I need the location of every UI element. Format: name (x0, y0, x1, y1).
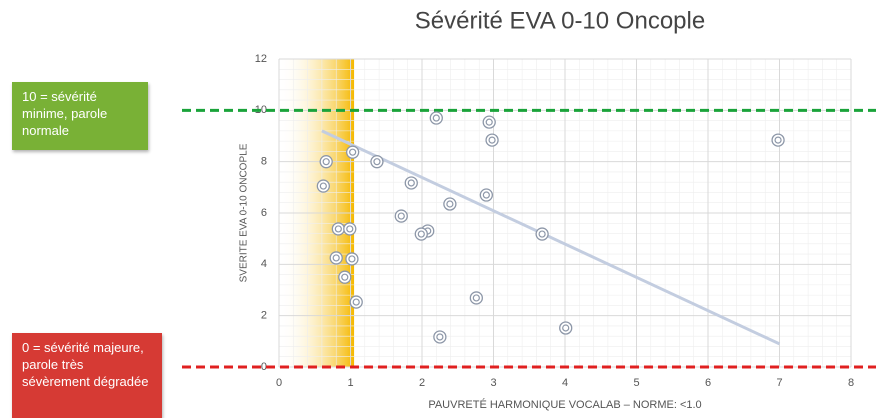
point (469, 291, 483, 305)
y-tick-label: 4 (261, 258, 267, 270)
point-inner (397, 212, 405, 220)
point (345, 145, 360, 159)
point (485, 133, 499, 147)
point (443, 197, 457, 211)
point (316, 179, 330, 193)
x-tick-label: 7 (776, 377, 782, 389)
point-outer (343, 222, 357, 236)
point-outer (316, 179, 330, 193)
point (319, 155, 333, 169)
y-tick-label: 8 (261, 156, 267, 168)
point (394, 209, 408, 223)
point (771, 133, 785, 147)
annotation-box: 10 = sévérité minime, parole normale (12, 82, 148, 150)
point-outer (394, 209, 408, 223)
point-inner (482, 191, 490, 199)
point-outer (414, 227, 428, 241)
point-inner (334, 225, 342, 233)
point-inner (538, 230, 546, 238)
point-inner (417, 230, 425, 238)
point-inner (436, 333, 444, 341)
point-inner (341, 273, 349, 281)
point-outer (433, 330, 447, 344)
point-inner (349, 148, 357, 156)
point (329, 251, 343, 265)
x-tick-label: 3 (490, 377, 496, 389)
point-inner (446, 200, 454, 208)
x-tick-label: 2 (419, 377, 425, 389)
annotation-box: 0 = sévérité majeure, parole très sévère… (12, 333, 162, 418)
x-tick-label: 1 (347, 377, 353, 389)
point (343, 222, 357, 236)
point-inner (485, 118, 493, 126)
y-tick-label: 6 (261, 207, 267, 219)
point (349, 295, 363, 309)
x-tick-label: 6 (705, 377, 711, 389)
point-outer (535, 227, 549, 241)
point-inner (319, 182, 327, 190)
point (429, 111, 443, 125)
point-outer (479, 188, 494, 202)
point (535, 227, 549, 241)
point (559, 321, 573, 335)
y-tick-label: 2 (261, 310, 267, 322)
point (345, 252, 359, 266)
point (482, 115, 496, 129)
point (370, 155, 384, 169)
chart-title: Sévérité EVA 0-10 Oncople (415, 7, 705, 34)
point-inner (488, 136, 496, 144)
y-tick-label: 12 (255, 53, 267, 65)
point (331, 222, 345, 236)
point-inner (352, 298, 360, 306)
point-outer (559, 321, 573, 335)
y-axis-label: SVERITE EVA 0-10 ONCOPLE (239, 143, 250, 282)
point-outer (319, 155, 333, 169)
point-outer (338, 270, 352, 284)
x-tick-label: 8 (848, 377, 854, 389)
point-inner (322, 158, 330, 166)
point (338, 270, 352, 284)
point-outer (482, 115, 496, 129)
point-outer (443, 197, 457, 211)
point (414, 227, 428, 241)
point-outer (345, 145, 360, 159)
point-outer (771, 133, 785, 147)
point-outer (485, 133, 499, 147)
x-tick-label: 5 (633, 377, 639, 389)
point-outer (349, 295, 363, 309)
point-inner (432, 114, 440, 122)
point-outer (345, 252, 359, 266)
point-inner (774, 136, 782, 144)
point (433, 330, 447, 344)
point-inner (472, 294, 480, 302)
point (404, 176, 418, 190)
x-tick-label: 4 (562, 377, 568, 389)
x-tick-label: 0 (276, 377, 282, 389)
point-inner (346, 225, 354, 233)
point-outer (469, 291, 483, 305)
point-inner (373, 158, 381, 166)
point (479, 188, 494, 202)
point-outer (331, 222, 345, 236)
point-outer (370, 155, 384, 169)
point-outer (404, 176, 418, 190)
point-outer (329, 251, 343, 265)
y-tick-label: 0 (261, 361, 267, 373)
x-axis-label: PAUVRETÉ HARMONIQUE VOCALAB – NORME: <1.… (428, 398, 701, 411)
point-inner (348, 255, 356, 263)
point-inner (332, 254, 340, 262)
point-outer (429, 111, 443, 125)
point-inner (562, 324, 570, 332)
point-inner (407, 179, 415, 187)
trendline (321, 129, 781, 346)
